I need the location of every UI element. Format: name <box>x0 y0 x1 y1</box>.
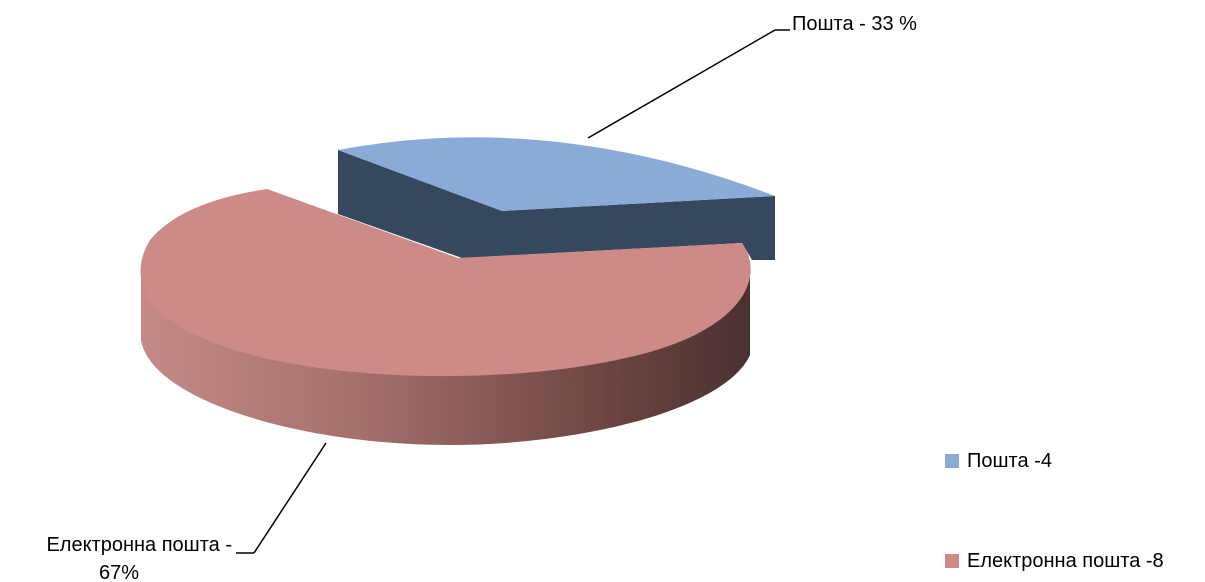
pie-slice-group-1 <box>140 189 751 445</box>
pie-slice-side-0 <box>338 150 775 260</box>
data-label-0: Пошта - 33 % <box>792 13 917 35</box>
leader-line-1 <box>253 442 327 554</box>
legend-item-0: Пошта -4 <box>945 449 1203 473</box>
pie-slice-group-0 <box>338 137 775 260</box>
leader-line-0 <box>587 29 776 139</box>
pie-slice-1 <box>140 189 751 377</box>
legend-label-1: Електронна пошта -8 <box>967 550 1164 572</box>
legend-swatch-1 <box>945 554 959 568</box>
pie-slice-side-1 <box>141 268 750 445</box>
legend-item-1: Електронна пошта -8 <box>945 549 1203 573</box>
data-label-1-line-2: 67% <box>99 562 139 582</box>
legend-label-0: Пошта -4 <box>967 450 1052 472</box>
pie-slice-0 <box>338 137 775 211</box>
data-label-1-line-1: Електронна пошта - <box>46 534 232 556</box>
legend-swatch-0 <box>945 454 959 468</box>
